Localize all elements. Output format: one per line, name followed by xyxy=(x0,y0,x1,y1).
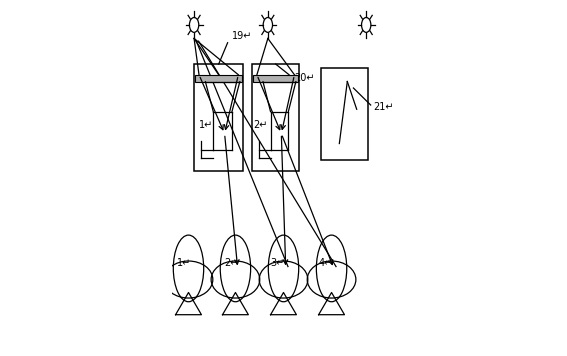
Text: 19↵: 19↵ xyxy=(232,31,252,41)
Text: 1↵: 1↵ xyxy=(199,120,214,130)
Bar xyxy=(252,64,299,171)
Text: 20↵: 20↵ xyxy=(295,73,315,83)
Text: 21↵: 21↵ xyxy=(373,102,393,112)
Text: 3↵: 3↵ xyxy=(271,258,285,268)
Bar xyxy=(253,75,298,82)
Bar xyxy=(194,64,243,171)
Text: 4↵: 4↵ xyxy=(319,258,333,268)
Text: 1↵: 1↵ xyxy=(177,258,191,268)
Bar xyxy=(195,75,242,82)
Bar xyxy=(321,68,369,160)
Text: 2↵: 2↵ xyxy=(253,120,267,130)
Text: 2↵: 2↵ xyxy=(224,258,238,268)
